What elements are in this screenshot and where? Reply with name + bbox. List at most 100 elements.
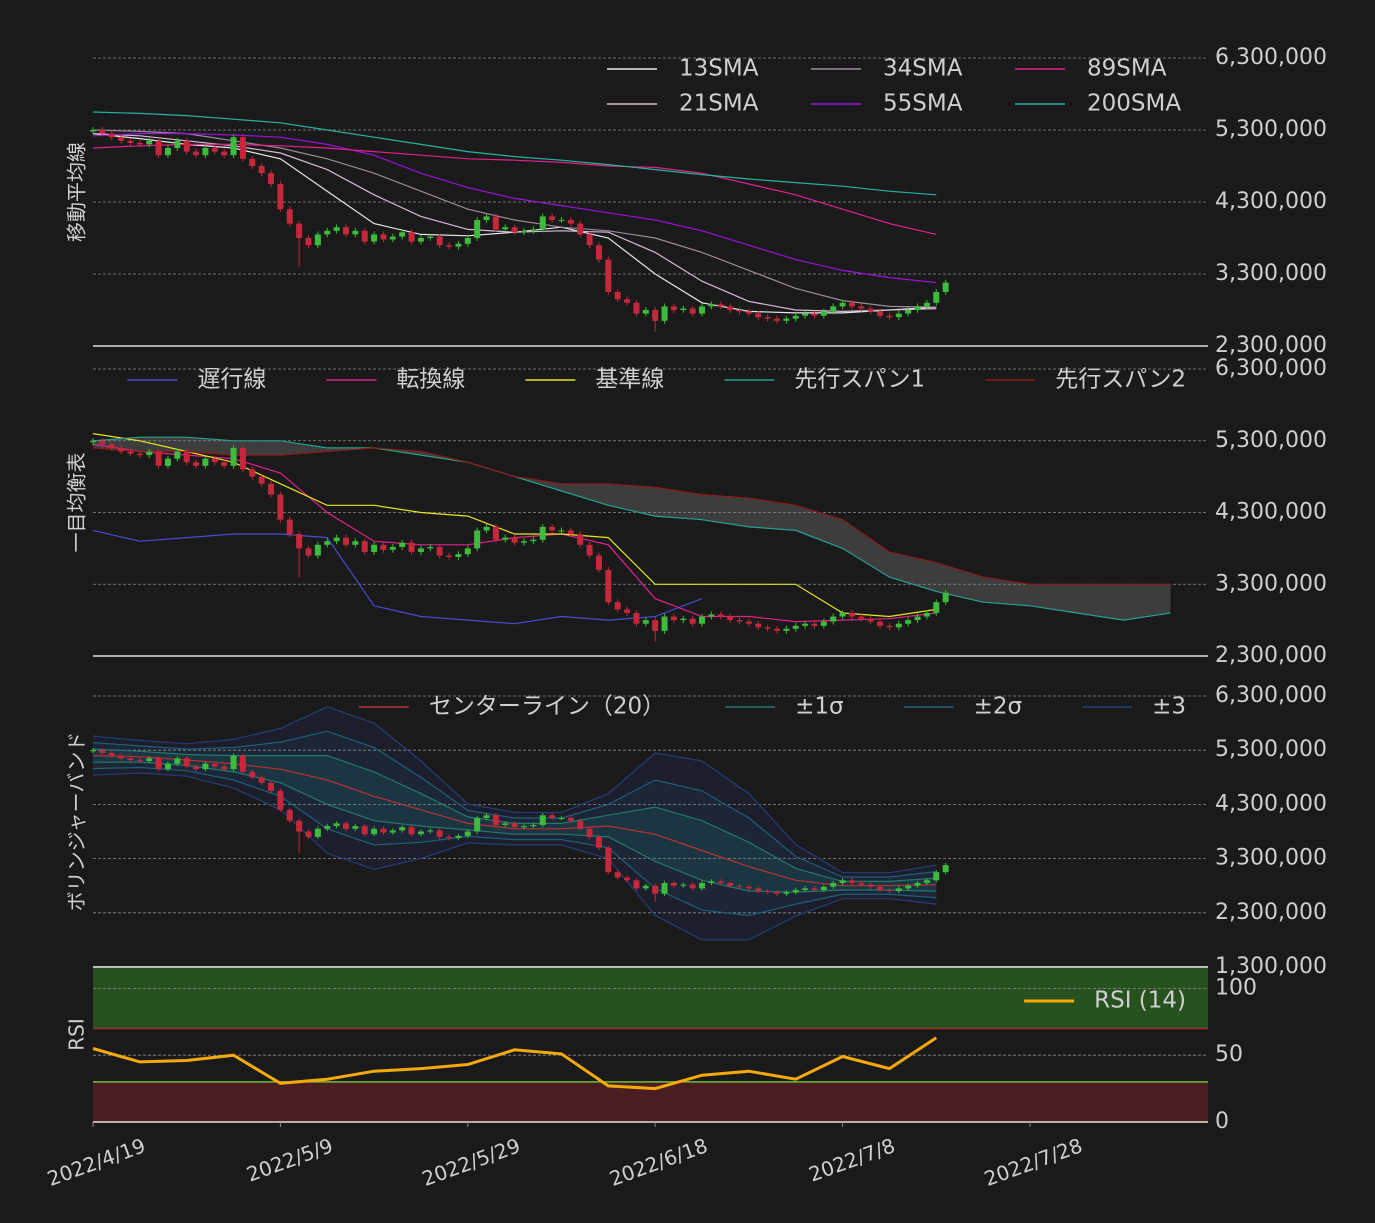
candle-body [174, 758, 181, 764]
candle-body [661, 616, 668, 631]
candle-body [286, 209, 293, 224]
legend-label: 200SMA [1087, 91, 1181, 117]
candle-body [605, 569, 612, 603]
legend-label: ±3 [1152, 694, 1186, 720]
candle-body [99, 130, 106, 134]
candle-body [333, 823, 340, 827]
candle-body [783, 892, 790, 894]
legend-label: ±2σ [974, 694, 1022, 720]
candle-body [118, 447, 125, 452]
candle-body [268, 782, 275, 791]
candle-body [342, 823, 349, 829]
candle-body [286, 519, 293, 535]
candle-body [371, 544, 378, 552]
candle-body [474, 220, 481, 238]
x-tick-label: 2022/4/19 [44, 1133, 149, 1191]
candle-body [933, 602, 940, 613]
candle-body [792, 625, 799, 629]
candle-body [408, 232, 415, 242]
candle-body [886, 315, 893, 318]
candle-body [923, 612, 930, 617]
candle-body [539, 216, 546, 230]
candle-body [773, 892, 780, 894]
candle-body [530, 539, 537, 542]
y-tick-label: 4,300,000 [1215, 791, 1327, 816]
legend-label: 55SMA [883, 91, 963, 117]
candle-body [455, 243, 462, 247]
candle-body [624, 877, 631, 881]
candle-body [202, 763, 209, 770]
candle-body [905, 885, 912, 889]
candle-body [230, 447, 237, 466]
candle-body [820, 621, 827, 626]
candle-body [258, 476, 265, 484]
indicator-line [92, 133, 937, 284]
y-tick-label: 0 [1215, 1109, 1229, 1134]
candle-body [867, 308, 874, 312]
candle-body [324, 230, 331, 235]
indicator-line [92, 1036, 938, 1091]
candle-body [802, 313, 809, 316]
candle-body [352, 826, 359, 829]
candle-body [389, 546, 396, 550]
candle-body [521, 826, 528, 828]
candle-body [183, 451, 190, 463]
candle-body [90, 440, 96, 443]
y-tick-label: 4,300,000 [1215, 189, 1327, 214]
candle-body [202, 458, 209, 466]
candle-body [521, 541, 528, 543]
candle-body [708, 881, 715, 883]
candle-body [446, 555, 453, 557]
y-tick-label: 5,300,000 [1215, 428, 1327, 453]
candle-body [708, 304, 715, 307]
candle-body [136, 453, 143, 456]
y-tick-label: 1,300,000 [1215, 954, 1327, 979]
cloud [93, 437, 1171, 621]
candle-body [380, 234, 387, 240]
candle-body [268, 173, 275, 184]
candle-body [764, 317, 771, 319]
candle-body [867, 884, 874, 887]
candle-body [90, 130, 96, 132]
candle-body [802, 888, 809, 891]
candle-body [755, 623, 762, 628]
candle-body [661, 306, 668, 321]
candle-body [230, 755, 237, 770]
candle-body [923, 880, 930, 883]
candle-body [605, 847, 612, 873]
y-tick-label: 2,300,000 [1215, 643, 1327, 668]
y-tick-label: 100 [1215, 975, 1257, 1000]
candle-body [221, 151, 228, 156]
x-tick-label: 2022/5/29 [419, 1133, 524, 1191]
candle-body [933, 292, 940, 303]
candle-body [436, 236, 443, 246]
candle-body [802, 623, 809, 626]
candle-body [305, 548, 312, 556]
candle-body [699, 306, 706, 314]
candle-body [492, 216, 499, 230]
candle-body [736, 620, 743, 622]
candle-body [811, 313, 818, 316]
candle-body [858, 882, 865, 885]
candle-body [670, 882, 677, 886]
candle-body [633, 880, 640, 889]
candle-body [417, 238, 424, 242]
candle-body [249, 158, 256, 166]
candle-body [511, 227, 518, 233]
candle-body [399, 542, 406, 547]
candle-body [914, 616, 921, 621]
candle-body [914, 882, 921, 886]
candle-body [455, 554, 462, 557]
indicator-line [92, 143, 937, 235]
candle-body [830, 616, 837, 622]
candle-body [371, 828, 378, 835]
candle-body [877, 621, 884, 626]
candle-body [352, 230, 359, 235]
candle-body [361, 230, 368, 242]
candle-body [305, 831, 312, 837]
candle-body [567, 220, 574, 224]
candle-body [258, 777, 265, 783]
candle-body [511, 823, 518, 828]
candle-body [211, 763, 218, 767]
candle-body [773, 628, 780, 631]
